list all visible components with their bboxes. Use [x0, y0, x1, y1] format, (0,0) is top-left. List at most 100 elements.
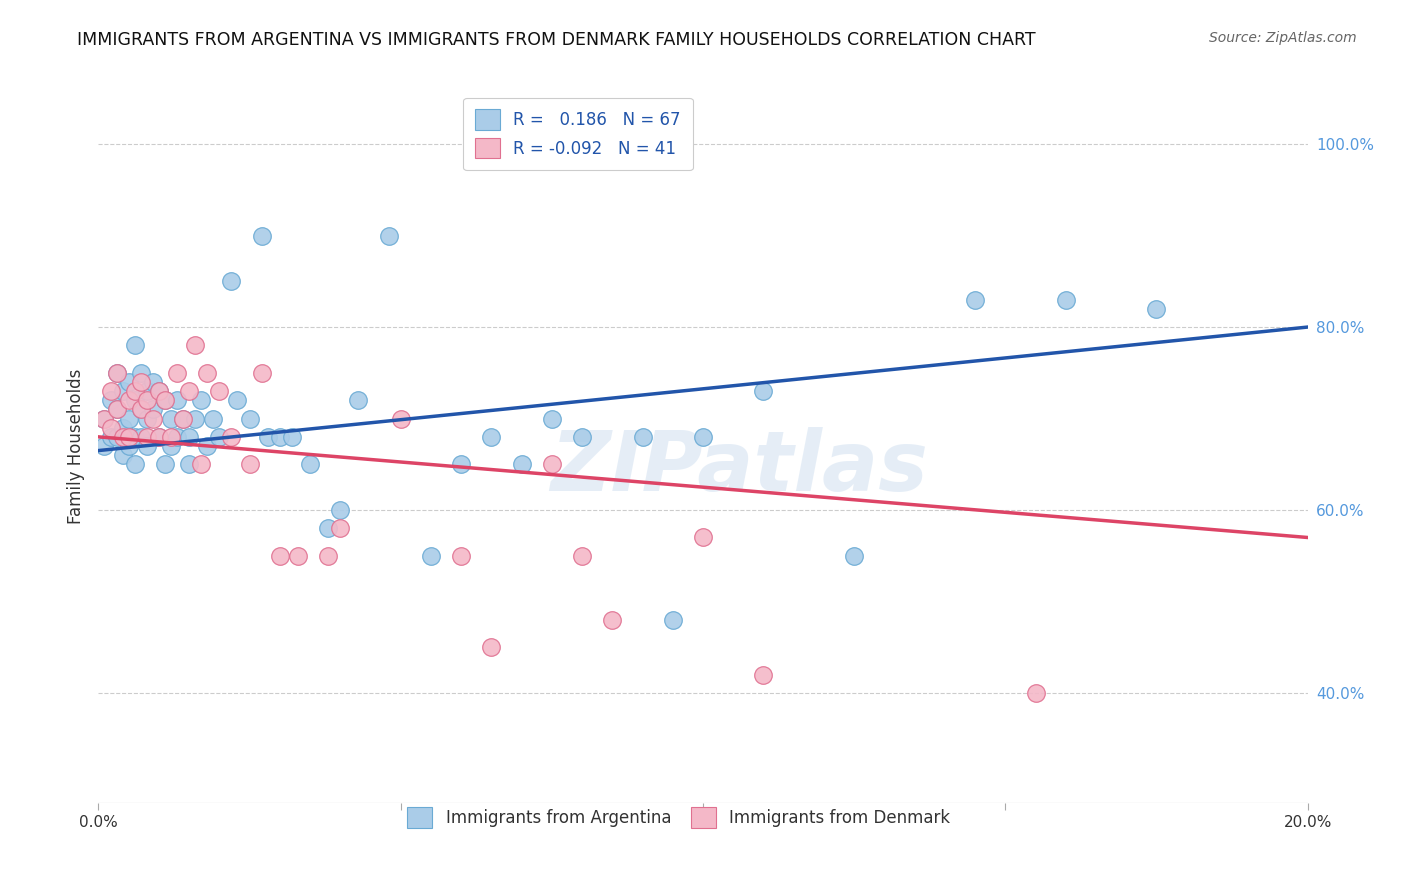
Point — [347, 393, 370, 408]
Point — [239, 458, 262, 472]
Point — [148, 430, 170, 444]
Point — [129, 402, 152, 417]
Point — [153, 393, 176, 408]
Point — [118, 439, 141, 453]
Point — [160, 439, 183, 453]
Point — [602, 613, 624, 627]
Point — [221, 274, 243, 288]
Point — [172, 411, 194, 425]
Point — [160, 430, 183, 444]
Text: IMMIGRANTS FROM ARGENTINA VS IMMIGRANTS FROM DENMARK FAMILY HOUSEHOLDS CORRELATI: IMMIGRANTS FROM ARGENTINA VS IMMIGRANTS … — [77, 31, 1036, 49]
Point — [124, 393, 146, 408]
Point — [1054, 293, 1077, 307]
Point — [195, 366, 218, 380]
Point — [172, 411, 194, 425]
Point — [540, 411, 562, 425]
Point — [118, 411, 141, 425]
Point — [1144, 301, 1167, 316]
Point — [142, 375, 165, 389]
Point — [135, 439, 157, 453]
Point — [316, 521, 339, 535]
Point — [420, 549, 443, 563]
Point — [166, 430, 188, 444]
Point — [450, 458, 472, 472]
Point — [93, 411, 115, 425]
Point — [111, 384, 134, 398]
Point — [316, 549, 339, 563]
Point — [100, 384, 122, 398]
Point — [135, 411, 157, 425]
Text: Source: ZipAtlas.com: Source: ZipAtlas.com — [1209, 31, 1357, 45]
Point — [118, 375, 141, 389]
Point — [389, 411, 412, 425]
Point — [692, 531, 714, 545]
Point — [299, 458, 322, 472]
Point — [160, 411, 183, 425]
Point — [105, 366, 128, 380]
Point — [129, 402, 152, 417]
Point — [329, 521, 352, 535]
Point — [118, 393, 141, 408]
Point — [135, 393, 157, 408]
Point — [129, 375, 152, 389]
Point — [571, 430, 593, 444]
Point — [281, 430, 304, 444]
Point — [965, 293, 987, 307]
Point — [118, 430, 141, 444]
Point — [202, 411, 225, 425]
Point — [221, 430, 243, 444]
Point — [510, 458, 533, 472]
Point — [100, 393, 122, 408]
Legend: Immigrants from Argentina, Immigrants from Denmark: Immigrants from Argentina, Immigrants fr… — [394, 794, 963, 841]
Point — [135, 430, 157, 444]
Point — [111, 420, 134, 434]
Point — [190, 393, 212, 408]
Point — [148, 430, 170, 444]
Point — [287, 549, 309, 563]
Point — [208, 430, 231, 444]
Point — [1024, 686, 1046, 700]
Point — [93, 411, 115, 425]
Point — [540, 458, 562, 472]
Point — [184, 338, 207, 352]
Y-axis label: Family Households: Family Households — [66, 368, 84, 524]
Point — [239, 411, 262, 425]
Point — [111, 448, 134, 462]
Point — [661, 613, 683, 627]
Point — [571, 549, 593, 563]
Point — [105, 402, 128, 417]
Point — [105, 402, 128, 417]
Point — [100, 430, 122, 444]
Point — [135, 384, 157, 398]
Point — [105, 366, 128, 380]
Point — [100, 420, 122, 434]
Point — [179, 458, 201, 472]
Point — [166, 393, 188, 408]
Point — [250, 366, 273, 380]
Point — [124, 384, 146, 398]
Point — [148, 384, 170, 398]
Point — [844, 549, 866, 563]
Point — [179, 384, 201, 398]
Point — [250, 228, 273, 243]
Point — [153, 393, 176, 408]
Point — [111, 430, 134, 444]
Point — [226, 393, 249, 408]
Point — [148, 384, 170, 398]
Point — [269, 430, 291, 444]
Point — [481, 640, 503, 655]
Point — [142, 411, 165, 425]
Point — [752, 384, 775, 398]
Point — [208, 384, 231, 398]
Point — [450, 549, 472, 563]
Point — [377, 228, 399, 243]
Point — [256, 430, 278, 444]
Point — [93, 439, 115, 453]
Point — [129, 366, 152, 380]
Point — [124, 338, 146, 352]
Point — [142, 402, 165, 417]
Point — [184, 411, 207, 425]
Point — [153, 458, 176, 472]
Point — [195, 439, 218, 453]
Point — [166, 366, 188, 380]
